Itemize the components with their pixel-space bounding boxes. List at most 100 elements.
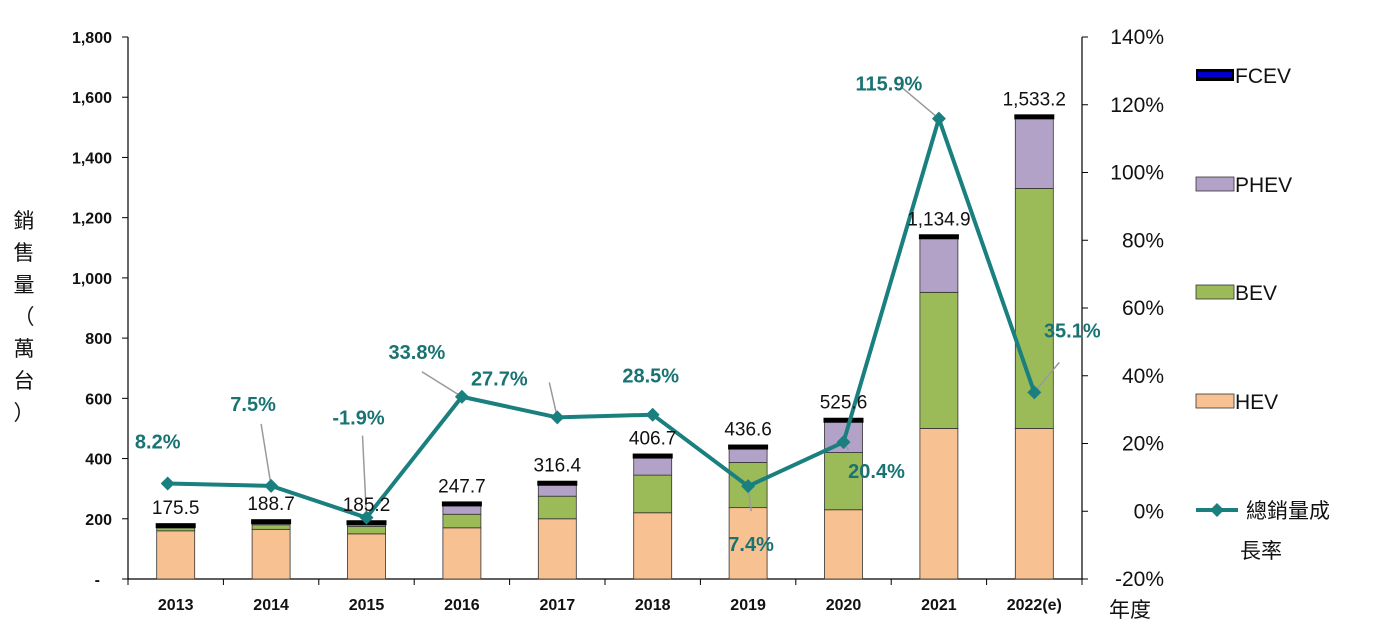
bar-segment-hev: [347, 533, 386, 580]
bar-segment-fcev: [155, 523, 196, 529]
total-value-label: 1,134.9: [907, 209, 970, 230]
axes: - 200 400 600 800 1,000 1,200 1,400 1,600 1,800 -2…: [72, 26, 1164, 614]
legend-label-fcev: FCEV: [1235, 65, 1291, 88]
legend-label-bev: BEV: [1235, 282, 1277, 305]
bar-segment-bev: [537, 495, 577, 520]
bar-segment-fcev: [441, 501, 482, 507]
growth-rate-line: [167, 116, 1037, 520]
y-left-tick-label: 600: [85, 391, 112, 408]
growth-rate-marker: [836, 435, 851, 450]
bar-segment-fcev: [537, 480, 578, 486]
growth-leader-line: [548, 382, 559, 418]
x-axis-title: 年度: [1109, 598, 1151, 621]
bar-segment-phev: [919, 236, 959, 293]
bar-segment-fcev: [251, 519, 292, 525]
total-value-label: 436.6: [724, 420, 772, 441]
growth-leader-line: [361, 435, 368, 518]
total-value-label: 316.4: [534, 456, 582, 477]
total-value-label: 175.5: [152, 498, 200, 519]
legend-swatch-phev: [1195, 176, 1235, 192]
y-left-tick-label: 400: [85, 452, 112, 469]
growth-rate-marker: [359, 510, 374, 525]
bar-segment-bev: [442, 513, 482, 529]
growth-rate-label: 115.9%: [856, 74, 923, 96]
legend-swatch-bev: [1195, 284, 1235, 300]
y-left-tick-label: 1,600: [72, 90, 112, 107]
bar-segment-bev: [633, 474, 673, 514]
growth-rate-marker: [931, 111, 946, 126]
total-value-label: 247.7: [438, 476, 486, 497]
legend-label-hev: HEV: [1235, 391, 1278, 414]
y-left-tick-label: 1,000: [72, 271, 112, 288]
leader-lines: [260, 86, 1060, 518]
y-left-tick-label: -: [95, 572, 100, 589]
bar-segment-fcev: [918, 234, 959, 240]
y-right-tick-label: 100%: [1110, 162, 1164, 185]
y-right-tick-label: 40%: [1122, 365, 1164, 388]
bar-segment-hev: [1014, 428, 1054, 580]
growth-rate-label: -1.9%: [332, 408, 384, 430]
bar-segment-bev: [824, 452, 863, 511]
bar-segment-phev: [728, 447, 768, 463]
total-value-label: 188.7: [247, 494, 295, 515]
legend-label-growth-line-1: 總銷量成: [1246, 500, 1330, 523]
bar-segment-hev: [633, 512, 673, 580]
x-tick-label: 2018: [635, 597, 671, 614]
growth-rate-marker: [645, 407, 660, 422]
y-right-tick-label: -20%: [1115, 568, 1164, 591]
x-tick-label: 2015: [349, 597, 385, 614]
legend-swatch-growth-marker: [1210, 503, 1224, 517]
x-tick-label: 2020: [826, 597, 862, 614]
bar-segment-hev: [251, 528, 291, 580]
legend-label-phev: PHEV: [1235, 174, 1292, 197]
y-axis-title-char: 售: [14, 241, 35, 265]
growth-leader-line: [1033, 361, 1060, 393]
x-tick-label: 2014: [253, 597, 289, 614]
growth-rate-label: 7.5%: [230, 394, 276, 416]
legend-swatch-hev: [1195, 393, 1235, 409]
growth-rate-label: 33.8%: [389, 342, 446, 364]
x-tick-label: 2022(e): [1007, 597, 1062, 614]
x-tick-label: 2013: [158, 597, 194, 614]
growth-rate-marker: [264, 478, 279, 493]
x-tick-label: 2016: [444, 597, 480, 614]
legend-swatch-fcev-inner: [1198, 72, 1232, 77]
y-axis-title-char: 台: [14, 369, 35, 393]
bar-segment-hev: [442, 527, 482, 580]
bar-segment-bev: [251, 524, 291, 530]
growth-rate-label: 28.5%: [622, 366, 679, 388]
y-left-tick-label: 800: [85, 331, 112, 348]
bar-segment-fcev: [823, 417, 864, 423]
total-value-label: 406.7: [629, 429, 677, 450]
growth-rate-label: 20.4%: [848, 461, 905, 483]
growth-rate-marker: [160, 476, 175, 491]
growth-leader-line: [900, 86, 940, 120]
bar-segment-hev: [156, 530, 196, 580]
y-axis-title-char: （: [14, 305, 35, 329]
growth-rate-label: 7.4%: [728, 534, 774, 556]
total-value-label: 525.6: [820, 393, 868, 414]
growth-rate-marker: [741, 479, 756, 494]
bar-segment-hev: [919, 428, 959, 580]
bar-segment-hev: [537, 518, 577, 580]
bar-segment-bev: [156, 527, 196, 532]
growth-rate-label: 8.2%: [135, 431, 181, 453]
y-axis-title-char: ）: [14, 401, 35, 425]
growth-rate-marker: [550, 410, 565, 425]
growth-rate-marker: [454, 389, 469, 404]
y-axis-title-char: 量: [14, 273, 35, 297]
bar-segment-phev: [633, 456, 673, 476]
y-left-tick-label: 200: [85, 512, 112, 529]
y-axis-title-char: 銷: [14, 209, 35, 233]
y-left-tick-label: 1,400: [72, 150, 112, 167]
bar-segment-bev: [919, 291, 959, 429]
bar-segment-fcev: [632, 453, 673, 459]
y-right-tick-label: 80%: [1122, 229, 1164, 252]
y-left-tick-label: 1,200: [72, 211, 112, 228]
total-value-label: 185.2: [343, 495, 391, 516]
x-tick-label: 2019: [730, 597, 766, 614]
y-left-tick-label: 1,800: [72, 30, 112, 47]
legend-label-growth-line-2: 長率: [1240, 540, 1282, 563]
growth-rate-label: 27.7%: [471, 368, 528, 390]
